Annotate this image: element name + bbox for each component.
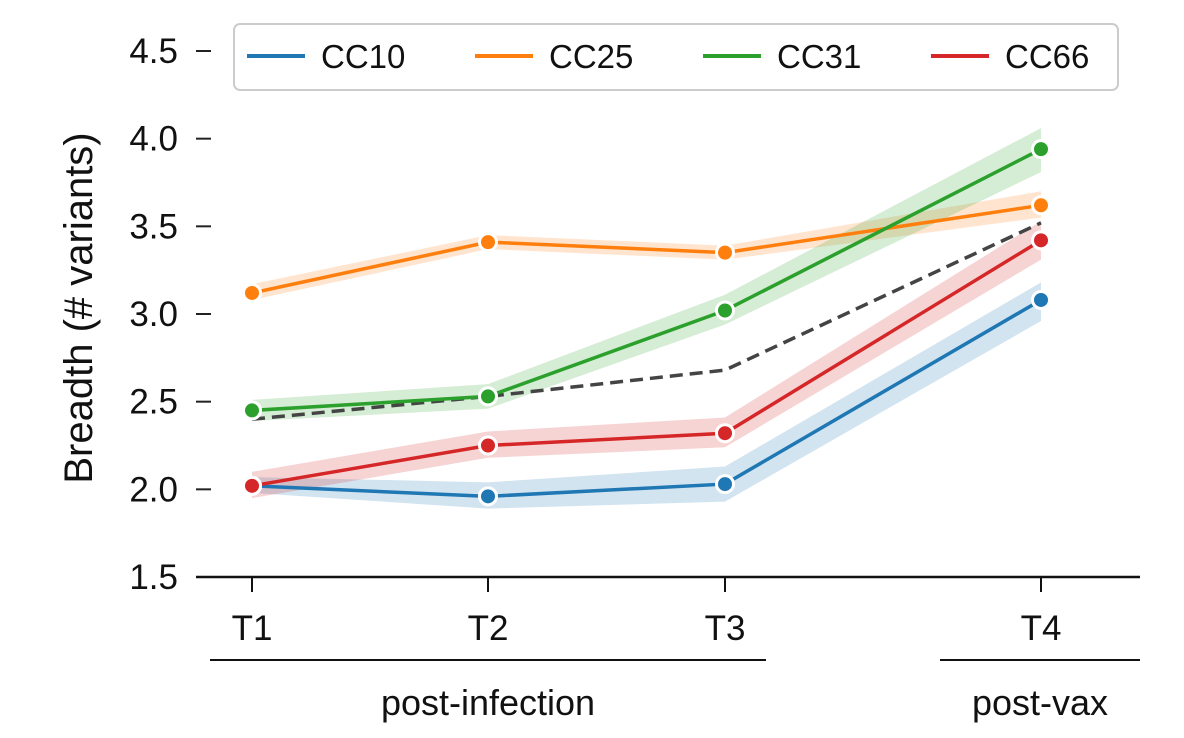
legend-label-cc31: CC31 [777, 38, 861, 75]
y-tick-label: 3.5 [129, 207, 178, 246]
point-cc31-t4 [1031, 139, 1051, 160]
band-cc25 [252, 191, 1041, 300]
legend-box [233, 23, 1119, 91]
y-axis: 1.5 2.0 2.5 3.0 3.5 4.0 4.5 [129, 32, 211, 597]
mean-line-layer [251, 221, 1042, 421]
y-tick-label: 4.5 [129, 32, 178, 71]
lines-layer [251, 147, 1042, 499]
series-line-cc10 [251, 298, 1042, 499]
y-tick-label: 3.0 [129, 295, 178, 334]
y-axis-label: Breadth (# variants) [57, 132, 101, 483]
points-layer [242, 139, 1051, 507]
point-cc31-t3 [715, 300, 735, 321]
x-tick-label: T1 [232, 609, 273, 648]
x-tick-label: T4 [1021, 609, 1062, 648]
point-cc66-t1 [242, 475, 262, 496]
group-label: post-vax [972, 682, 1108, 723]
y-tick-label: 1.5 [129, 558, 178, 597]
point-cc10-t2 [478, 486, 498, 507]
point-cc25-t1 [242, 282, 262, 303]
y-tick-label: 4.0 [129, 120, 178, 159]
group-labels: post-infection post-vax [210, 659, 1140, 723]
legend-label-cc66: CC66 [1005, 38, 1089, 75]
point-cc66-t2 [478, 435, 498, 456]
x-tick-label: T2 [468, 609, 509, 648]
legend-label-cc10: CC10 [321, 38, 405, 75]
group-label: post-infection [381, 682, 595, 723]
point-cc66-t3 [715, 423, 735, 444]
point-cc66-t4 [1031, 230, 1051, 251]
band-cc10 [252, 282, 1041, 509]
bands-layer [252, 128, 1041, 509]
point-cc10-t4 [1031, 289, 1051, 310]
series-line-cc66 [251, 238, 1042, 488]
band-cc66 [252, 221, 1041, 499]
legend: CC10 CC25 CC31 CC66 [233, 23, 1119, 91]
point-cc25-t4 [1031, 195, 1051, 216]
series-line-cc31 [251, 147, 1042, 413]
legend-label-cc25: CC25 [549, 38, 633, 75]
point-cc25-t3 [715, 242, 735, 263]
point-cc31-t2 [478, 386, 498, 407]
y-tick-label: 2.5 [129, 383, 178, 422]
point-cc10-t3 [715, 474, 735, 495]
y-tick-label: 2.0 [129, 470, 178, 509]
point-cc31-t1 [242, 400, 262, 421]
x-tick-label: T3 [705, 609, 746, 648]
x-axis: T1 T2 T3 T4 [196, 575, 1140, 648]
mean-dashed-line [251, 221, 1042, 421]
point-cc25-t2 [478, 232, 498, 253]
